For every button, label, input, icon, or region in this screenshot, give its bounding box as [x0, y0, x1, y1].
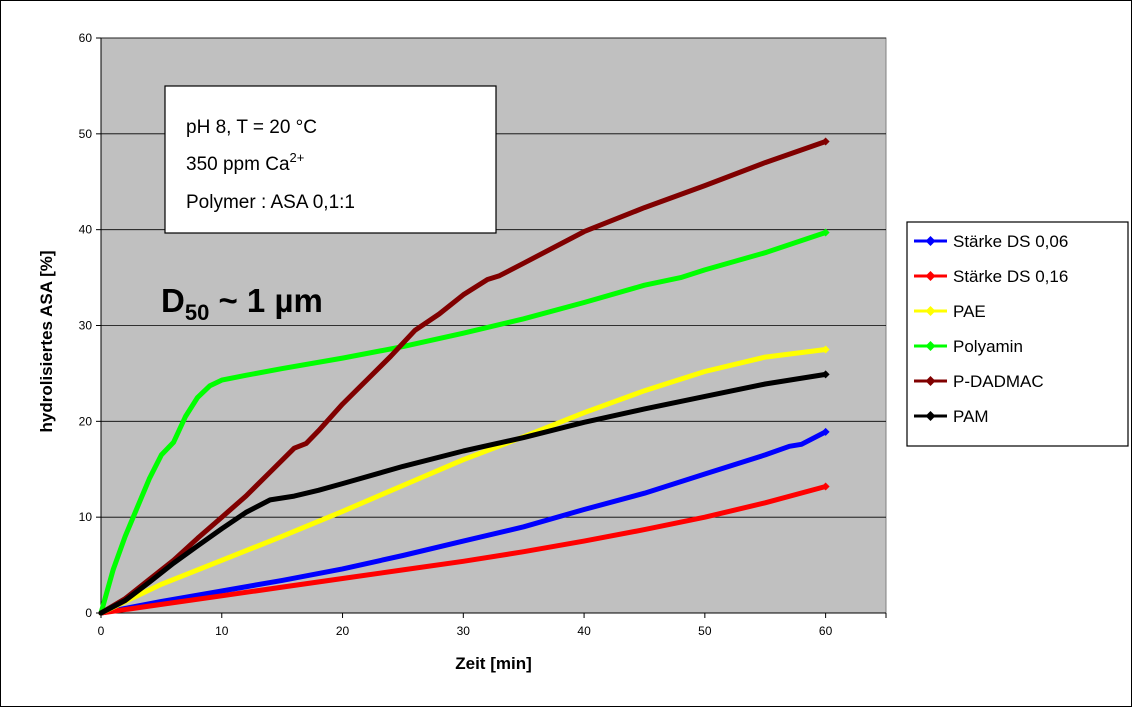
legend: Stärke DS 0,06 Stärke DS 0,16 PAE Polyamin P… — [906, 221, 1129, 447]
series-end-marker — [821, 137, 830, 146]
annotation-line-1: pH 8, T = 20 °C — [186, 117, 317, 138]
series-end-marker — [821, 228, 830, 237]
y-axis-title: hydrolisiertes ASA [%] — [37, 250, 56, 432]
x-tick-label: 20 — [336, 624, 350, 638]
x-tick-label: 0 — [98, 624, 105, 638]
legend-swatch-marker — [925, 376, 936, 386]
particle-size-label-rest: ~ 1 µm — [209, 282, 323, 319]
series-layer — [98, 137, 830, 616]
axes: 0 10 20 30 40 50 60 0 10 20 30 40 50 60 — [79, 31, 887, 638]
y-tick-label: 50 — [79, 127, 93, 141]
series-line — [98, 484, 829, 616]
y-tick-label: 60 — [79, 31, 93, 45]
series-end-marker — [821, 427, 830, 436]
annotation-line-2-sup: 2+ — [290, 150, 305, 165]
series-line — [98, 429, 829, 616]
series-line — [98, 230, 829, 616]
particle-size-label-sub: 50 — [185, 300, 209, 325]
series-line — [98, 347, 829, 616]
annotation-line-2: 350 ppm Ca2+ — [186, 150, 304, 175]
y-tick-label: 10 — [79, 510, 93, 524]
legend-swatch-marker — [925, 411, 936, 421]
legend-label: P-DADMAC — [953, 372, 1044, 391]
legend-swatch-marker — [925, 236, 936, 246]
series-end-marker — [821, 482, 830, 491]
x-tick-label: 10 — [215, 624, 229, 638]
y-tick-label: 20 — [79, 414, 93, 428]
x-tick-label: 50 — [698, 624, 712, 638]
legend-label: PAM — [953, 407, 989, 426]
annotation-box: pH 8, T = 20 °C 350 ppm Ca2+ Polymer : A… — [164, 85, 497, 234]
legend-swatch-marker — [925, 306, 936, 316]
legend-label: Stärke DS 0,16 — [953, 267, 1068, 286]
legend-label: Polyamin — [953, 337, 1023, 356]
x-tick-label: 40 — [577, 624, 591, 638]
series-end-marker — [821, 370, 830, 379]
particle-size-label-main: D — [161, 282, 185, 319]
particle-size-label: D50 ~ 1 µm — [161, 282, 323, 325]
legend-label: PAE — [953, 302, 986, 321]
legend-swatch-marker — [925, 271, 936, 281]
series-end-marker — [821, 345, 830, 354]
x-tick-label: 30 — [457, 624, 471, 638]
series-line — [98, 139, 829, 616]
legend-border — [906, 221, 1129, 447]
y-tick-label: 0 — [85, 606, 92, 620]
series-line — [98, 371, 829, 616]
y-tick-label: 40 — [79, 223, 93, 237]
y-tick-label: 30 — [79, 319, 93, 333]
annotation-line-3: Polymer : ASA 0,1:1 — [186, 192, 355, 213]
x-tick-label: 60 — [819, 624, 833, 638]
legend-swatch-marker — [925, 341, 936, 351]
legend-label: Stärke DS 0,06 — [953, 232, 1068, 251]
annotation-line-2-main: 350 ppm Ca — [186, 154, 290, 175]
x-axis-title: Zeit [min] — [455, 654, 532, 673]
annotation-box-border — [164, 85, 497, 234]
